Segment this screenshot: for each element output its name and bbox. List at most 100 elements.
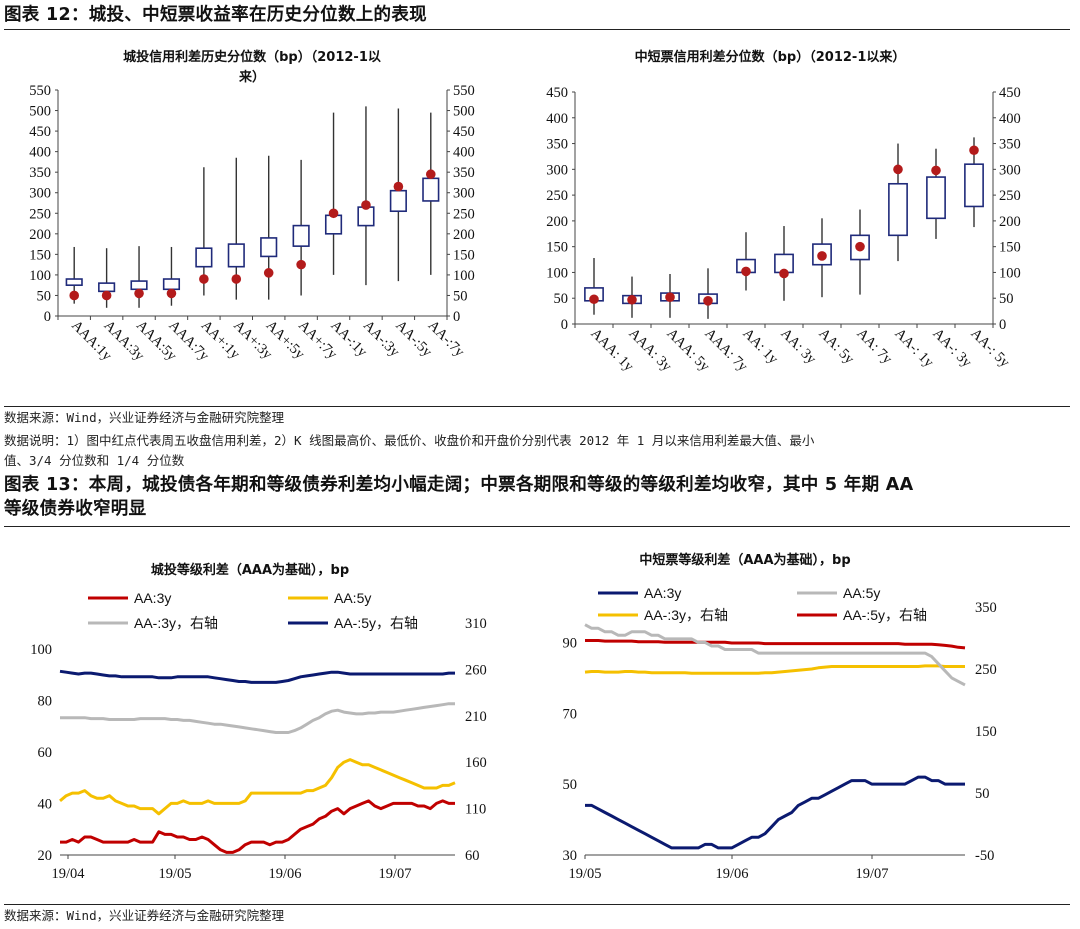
- y-tick-label-right: 300: [453, 186, 475, 202]
- y-tick-label-right: 250: [453, 206, 475, 222]
- y-tick-label-left: 100: [546, 265, 568, 281]
- current-dot-AAA: 5y: [665, 292, 675, 302]
- series-line-AA-:3y，右轴: [584, 664, 965, 675]
- series-line-AA:3y: [585, 775, 965, 850]
- legend-label-AA-:5y，右轴: AA-:5y，右轴: [843, 607, 927, 623]
- current-dot-AA+:1y: [199, 274, 209, 284]
- current-dot-AA-:5y: [393, 181, 404, 192]
- current-dot-AA-:1y: [328, 208, 339, 219]
- current-dot-AA-: 1y: [893, 164, 903, 175]
- series-line-AA-:5y，右轴: [59, 669, 455, 684]
- series-line-AA:5y: [59, 758, 456, 816]
- series-line-AA:3y: [60, 799, 455, 854]
- fig13-top-rule: [4, 526, 1070, 527]
- fig13-bottom-rule: [4, 904, 1070, 905]
- y-tick-label-left: 40: [38, 796, 53, 812]
- y-tick-label-right: 200: [453, 227, 475, 243]
- y-tick-label-left: 500: [29, 104, 51, 120]
- y-tick-label-right: 150: [453, 247, 475, 263]
- box-AA-: 5y: [964, 163, 984, 208]
- current-dot-AAA:3y: [101, 290, 112, 301]
- y-tick-label-left: 90: [563, 635, 578, 651]
- box-AAA:1y: [65, 278, 83, 286]
- y-tick-label-right: 450: [453, 124, 475, 140]
- y-tick-label-left: 250: [546, 188, 568, 204]
- chart2-title: 中短票信用利差分位数（bp）（2012-1以来）: [634, 50, 906, 65]
- y-tick-label-left: 200: [546, 214, 568, 230]
- y-tick-label-right: 50: [975, 786, 990, 802]
- y-tick-label-left: 200: [29, 227, 51, 243]
- x-tick-label-19/05: 19/05: [568, 866, 601, 882]
- y-tick-label-right: 0: [999, 317, 1006, 333]
- y-tick-label-left: 150: [546, 240, 568, 256]
- y-tick-label-right: 500: [453, 104, 475, 120]
- y-tick-label-right: 550: [453, 83, 475, 99]
- x-tick-label-19/05: 19/05: [158, 866, 191, 882]
- y-tick-label-left: 20: [38, 848, 53, 864]
- y-tick-label-left: 150: [29, 247, 51, 263]
- y-tick-label-right: 350: [453, 165, 475, 181]
- y-tick-label-left: 400: [29, 145, 51, 161]
- y-tick-label-left: 300: [29, 186, 51, 202]
- chart1-title-line1: 城投信用利差历史分位数（bp）（2012-1以: [123, 50, 381, 65]
- y-tick-label-right: 210: [465, 709, 487, 725]
- y-tick-label-left: 450: [29, 124, 51, 140]
- y-tick-label-right: -50: [975, 848, 994, 864]
- y-tick-label-left: 0: [561, 317, 568, 333]
- y-tick-label-right: 350: [975, 600, 997, 616]
- legend-label-AA-:5y，右轴: AA-:5y，右轴: [334, 615, 418, 631]
- y-tick-label-left: 50: [37, 288, 52, 304]
- legend-label-AA:3y: AA:3y: [644, 585, 681, 601]
- y-tick-label-left: 60: [38, 745, 53, 761]
- y-tick-label-left: 350: [29, 165, 51, 181]
- series-line-AA-:3y，右轴: [60, 702, 455, 734]
- y-tick-label-left: 50: [563, 777, 578, 793]
- y-tick-label-left: 450: [546, 85, 568, 101]
- y-tick-label-right: 100: [453, 268, 475, 284]
- y-tick-label-right: 160: [465, 755, 487, 771]
- box-AA+:1y: [195, 247, 213, 268]
- y-tick-label-left: 30: [563, 848, 578, 864]
- current-dot-AA: 1y: [741, 266, 751, 277]
- current-dot-AA+:5y: [263, 268, 274, 278]
- fig12-title: 图表 12：城投、中短票收益率在历史分位数上的表现: [4, 5, 427, 25]
- y-tick-label-right: 0: [453, 309, 460, 325]
- fig12-source: 数据来源：Wind，兴业证券经济与金融研究院整理: [4, 410, 285, 425]
- y-tick-label-right: 450: [999, 85, 1021, 101]
- y-tick-label-left: 300: [546, 162, 568, 178]
- y-tick-label-left: 250: [29, 206, 51, 222]
- fig13-title-line1: 图表 13：本周，城投债各年期和等级债券利差均小幅走阔；中票各期限和等级的等级利…: [4, 475, 914, 495]
- y-tick-label-right: 400: [999, 111, 1021, 127]
- box-AA-: 1y: [888, 182, 908, 237]
- y-tick-label-right: 250: [999, 188, 1021, 204]
- x-tick-label-19/07: 19/07: [855, 866, 888, 882]
- legend-label-AA:3y: AA:3y: [134, 590, 171, 606]
- current-dot-AA: 5y: [817, 251, 827, 261]
- chart3-title: 城投等级利差（AAA为基础），bp: [150, 563, 350, 578]
- chart4-title: 中短票等级利差（AAA为基础），bp: [639, 553, 851, 568]
- current-dot-AA-:7y: [425, 169, 436, 180]
- y-tick-label-right: 100: [999, 265, 1021, 281]
- y-tick-label-left: 100: [30, 642, 52, 658]
- y-tick-label-right: 300: [999, 162, 1021, 178]
- x-tick-label-19/06: 19/06: [268, 866, 301, 882]
- box-AA+:5y: [260, 237, 278, 258]
- x-tick-label-19/06: 19/06: [715, 866, 748, 882]
- current-dot-AAA:1y: [69, 290, 80, 301]
- current-dot-AAA:5y: [134, 288, 144, 299]
- y-tick-label-left: 550: [29, 83, 51, 99]
- y-tick-label-right: 310: [465, 616, 487, 632]
- y-tick-label-left: 350: [546, 137, 568, 153]
- current-dot-AA: 7y: [855, 241, 865, 252]
- y-tick-label-right: 400: [453, 145, 475, 161]
- current-dot-AAA:7y: [166, 288, 177, 299]
- y-tick-label-left: 0: [44, 309, 51, 325]
- current-dot-AA+:7y: [296, 259, 306, 270]
- fig12-top-rule: [4, 29, 1070, 30]
- current-dot-AA+:3y: [231, 274, 242, 284]
- y-tick-label-left: 70: [563, 706, 578, 722]
